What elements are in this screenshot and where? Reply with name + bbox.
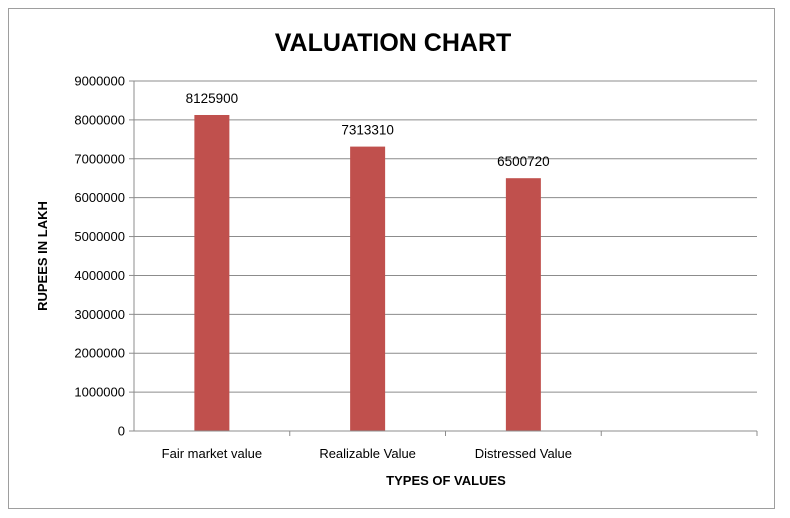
bar <box>350 146 386 431</box>
data-label: 6500720 <box>497 154 550 169</box>
bar <box>505 178 541 431</box>
x-axis-title: TYPES OF VALUES <box>386 473 506 488</box>
y-tick-label: 9000000 <box>74 74 125 89</box>
y-tick-label: 3000000 <box>74 307 125 322</box>
y-tick-label: 4000000 <box>74 268 125 283</box>
y-tick-label: 6000000 <box>74 190 125 205</box>
y-tick-label: 0 <box>118 424 125 439</box>
y-tick-label: 8000000 <box>74 112 125 127</box>
chart-frame <box>8 8 775 509</box>
x-category-label: Distressed Value <box>475 446 572 461</box>
x-category-label: Realizable Value <box>319 446 416 461</box>
y-tick-label: 7000000 <box>74 151 125 166</box>
chart-title: VALUATION CHART <box>275 29 512 57</box>
x-axis-categories: Fair market value Realizable Value Distres… <box>162 431 758 461</box>
y-tick-label: 5000000 <box>74 229 125 244</box>
y-axis-ticks: 0 1000000 2000000 3000000 4000000 5000000 6000… <box>74 74 134 439</box>
bar <box>194 114 230 432</box>
y-axis-title: RUPEES IN LAKH <box>35 201 50 311</box>
bars: 8125900 7313310 6500720 <box>186 91 550 432</box>
gridlines <box>134 80 757 393</box>
data-label: 7313310 <box>341 123 394 138</box>
x-category-label: Fair market value <box>162 446 262 461</box>
data-label: 8125900 <box>186 91 239 106</box>
y-tick-label: 2000000 <box>74 346 125 361</box>
y-tick-label: 1000000 <box>74 385 125 400</box>
axes <box>133 81 757 432</box>
